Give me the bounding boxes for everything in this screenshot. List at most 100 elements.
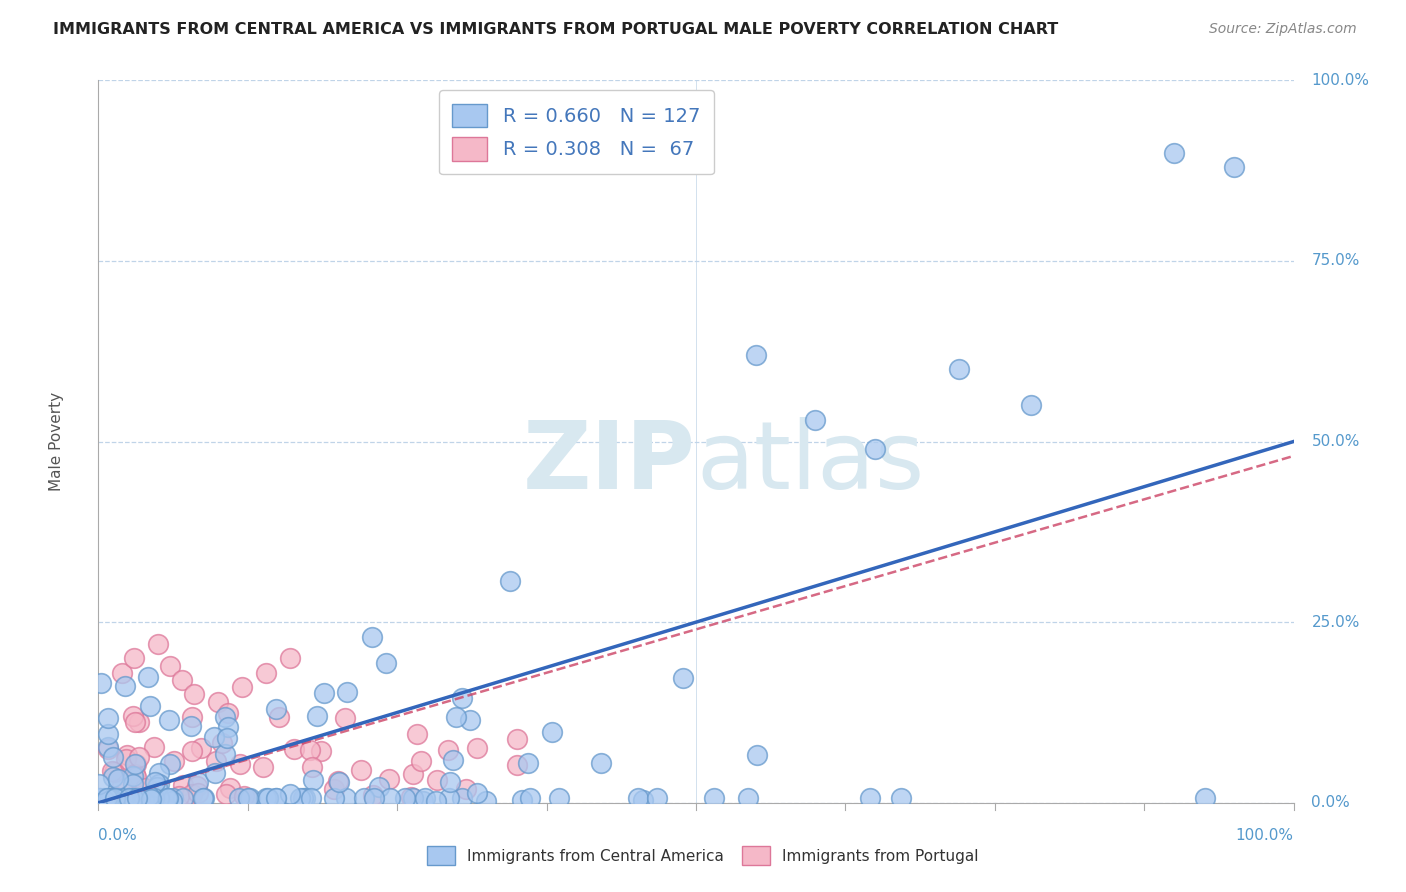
Point [890, 791, 912, 805]
Point [90, 676, 112, 690]
Point [114, 679, 136, 693]
Point [1019, 398, 1042, 412]
Point [148, 777, 170, 791]
Point [163, 754, 186, 768]
Point [183, 687, 205, 701]
Point [139, 698, 162, 713]
Point [187, 786, 209, 800]
Point [162, 791, 184, 805]
Point [399, 790, 422, 805]
Point [162, 794, 184, 808]
Point [96, 791, 118, 805]
Point [254, 791, 277, 805]
Point [228, 791, 250, 805]
Point [157, 714, 180, 728]
Point [363, 791, 385, 805]
Point [124, 651, 146, 665]
Point [499, 574, 522, 588]
Point [444, 710, 467, 724]
Point [211, 736, 233, 750]
Text: Male Poverty: Male Poverty [49, 392, 65, 491]
Point [118, 791, 141, 805]
Point [467, 786, 489, 800]
Point [186, 779, 208, 793]
Point [103, 791, 125, 805]
Point [207, 695, 229, 709]
Point [236, 791, 259, 805]
Point [859, 791, 882, 805]
Point [437, 743, 460, 757]
Point [412, 794, 434, 808]
Point [1163, 145, 1185, 160]
Point [439, 791, 461, 805]
Point [948, 362, 970, 376]
Point [181, 710, 204, 724]
Point [283, 742, 305, 756]
Point [475, 794, 498, 808]
Point [87, 792, 110, 806]
Point [107, 772, 129, 786]
Point [328, 775, 350, 789]
Point [193, 791, 215, 805]
Point [105, 791, 128, 805]
Point [804, 413, 827, 427]
Point [415, 791, 437, 805]
Text: 0.0%: 0.0% [98, 828, 138, 843]
Point [278, 787, 301, 801]
Point [215, 788, 238, 802]
Point [205, 754, 228, 768]
Point [97, 791, 120, 805]
Point [865, 442, 887, 456]
Point [333, 711, 356, 725]
Point [217, 720, 239, 734]
Point [141, 792, 163, 806]
Point [451, 691, 474, 706]
Point [180, 718, 202, 732]
Point [335, 791, 357, 805]
Point [172, 778, 194, 792]
Point [378, 791, 401, 805]
Point [97, 727, 120, 741]
Text: 25.0%: 25.0% [1312, 615, 1360, 630]
Point [214, 709, 236, 723]
Point [589, 756, 612, 771]
Point [264, 702, 287, 716]
Point [394, 791, 416, 805]
Text: ZIP: ZIP [523, 417, 696, 509]
Point [309, 744, 332, 758]
Point [336, 685, 359, 699]
Point [451, 791, 474, 805]
Point [231, 680, 253, 694]
Point [101, 764, 124, 778]
Point [172, 673, 194, 687]
Point [127, 791, 149, 805]
Point [159, 658, 181, 673]
Point [627, 791, 650, 805]
Point [510, 793, 533, 807]
Point [128, 749, 150, 764]
Point [269, 710, 291, 724]
Point [107, 791, 129, 805]
Point [239, 791, 262, 805]
Point [121, 769, 143, 783]
Point [409, 755, 432, 769]
Point [441, 753, 464, 767]
Point [112, 791, 135, 805]
Point [454, 782, 477, 797]
Point [124, 756, 146, 771]
Point [89, 791, 111, 805]
Point [117, 791, 139, 805]
Point [215, 731, 238, 745]
Point [134, 792, 156, 806]
Point [1223, 160, 1246, 174]
Point [122, 708, 145, 723]
Point [747, 747, 769, 762]
Point [156, 791, 179, 805]
Text: atlas: atlas [696, 417, 924, 509]
Point [214, 747, 236, 762]
Point [146, 780, 169, 794]
Point [519, 791, 541, 805]
Point [139, 791, 162, 805]
Point [148, 791, 170, 805]
Point [301, 773, 323, 788]
